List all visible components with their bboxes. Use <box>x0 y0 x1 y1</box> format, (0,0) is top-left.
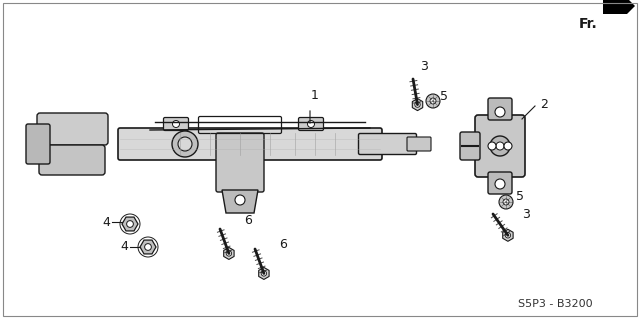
Polygon shape <box>140 240 156 254</box>
Circle shape <box>495 107 505 117</box>
FancyBboxPatch shape <box>488 172 512 194</box>
FancyBboxPatch shape <box>488 98 512 120</box>
Text: 1: 1 <box>311 89 319 102</box>
Circle shape <box>505 233 511 238</box>
FancyBboxPatch shape <box>216 133 264 192</box>
FancyBboxPatch shape <box>298 117 323 130</box>
Circle shape <box>496 142 504 150</box>
Circle shape <box>235 195 245 205</box>
FancyBboxPatch shape <box>37 113 108 145</box>
Circle shape <box>127 221 133 227</box>
Circle shape <box>307 121 314 128</box>
Polygon shape <box>603 0 635 14</box>
Circle shape <box>488 142 496 150</box>
Circle shape <box>499 195 513 209</box>
Circle shape <box>145 244 152 250</box>
FancyBboxPatch shape <box>407 137 431 151</box>
FancyBboxPatch shape <box>358 133 417 154</box>
Text: 4: 4 <box>102 216 110 228</box>
Text: S5P3 - B3200: S5P3 - B3200 <box>518 299 592 309</box>
Circle shape <box>490 136 510 156</box>
FancyBboxPatch shape <box>118 128 382 160</box>
Text: 6: 6 <box>244 214 252 227</box>
Text: 6: 6 <box>279 238 287 250</box>
FancyBboxPatch shape <box>475 115 525 177</box>
Circle shape <box>178 137 192 151</box>
Text: 3: 3 <box>522 207 530 220</box>
Polygon shape <box>259 267 269 279</box>
FancyBboxPatch shape <box>163 117 189 130</box>
Polygon shape <box>222 190 258 213</box>
Polygon shape <box>412 99 422 111</box>
Polygon shape <box>224 248 234 259</box>
Circle shape <box>173 121 179 128</box>
Text: Fr.: Fr. <box>579 17 597 31</box>
Circle shape <box>495 179 505 189</box>
Text: 2: 2 <box>540 98 548 110</box>
Circle shape <box>430 98 436 104</box>
Text: 3: 3 <box>420 61 428 73</box>
FancyBboxPatch shape <box>460 132 480 160</box>
Text: 4: 4 <box>120 241 128 254</box>
Polygon shape <box>502 229 513 241</box>
Circle shape <box>415 102 420 107</box>
Text: 5: 5 <box>516 190 524 204</box>
FancyBboxPatch shape <box>39 145 105 175</box>
Circle shape <box>503 199 509 205</box>
Text: 5: 5 <box>440 91 448 103</box>
Circle shape <box>226 251 232 256</box>
Circle shape <box>261 271 267 276</box>
Circle shape <box>504 142 512 150</box>
Circle shape <box>172 131 198 157</box>
Polygon shape <box>122 217 138 231</box>
FancyBboxPatch shape <box>26 124 50 164</box>
Circle shape <box>426 94 440 108</box>
